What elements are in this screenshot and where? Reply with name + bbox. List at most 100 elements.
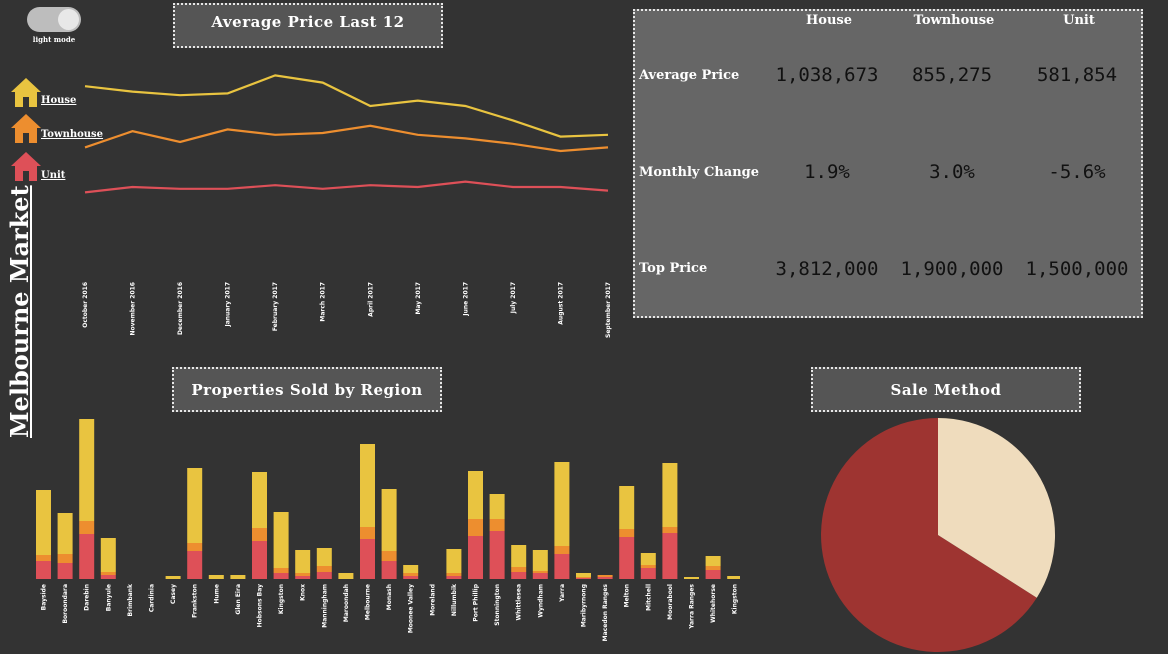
- bar-segment-unit: [273, 573, 289, 579]
- bar-segment-unit: [511, 572, 527, 579]
- cell-top-house: 3,812,000: [775, 258, 879, 280]
- bar-segment-house: [511, 545, 527, 567]
- bar-chart: Bayside Boroondara Darebin Banyule Brimbank C…: [36, 419, 740, 641]
- bar-x-tick-label: Hobsons Bay: [257, 584, 264, 628]
- row-header-monthly-change: Monthly Change: [639, 165, 760, 180]
- bar-segment-townhouse: [640, 565, 656, 568]
- bar-segment-townhouse: [79, 521, 95, 534]
- bar-segment-house: [36, 490, 51, 555]
- line-x-tick-label: May 2017: [415, 282, 422, 315]
- bar-x-tick-label: Brimbank: [127, 583, 134, 616]
- bar-segment-house: [57, 513, 73, 554]
- cell-top-unit: 1,500,000: [1025, 258, 1129, 280]
- bar-segment-house: [662, 463, 678, 527]
- bar-x-tick-label: Yarra Ranges: [689, 584, 696, 630]
- bar-x-tick-label: Manningham: [321, 584, 328, 628]
- bar-segment-townhouse: [468, 519, 483, 536]
- bar-segment-townhouse: [705, 566, 721, 570]
- bar-segment-unit: [597, 577, 613, 579]
- legend-house-label[interactable]: House: [41, 95, 77, 106]
- cell-average-unit: 581,854: [1036, 64, 1118, 86]
- bar-segment-house: [252, 472, 267, 528]
- bar-segment-house: [446, 549, 462, 573]
- bar-x-tick-label: Maroondah: [343, 584, 350, 622]
- cell-average-townhouse: 855,275: [911, 64, 993, 86]
- line-x-tick-label: February 2017: [272, 282, 279, 331]
- bar-x-tick-label: Casey: [170, 584, 177, 604]
- light-mode-toggle[interactable]: [27, 7, 81, 32]
- legend-unit-label[interactable]: Unit: [41, 170, 66, 181]
- legend-townhouse-label[interactable]: Townhouse: [41, 129, 104, 140]
- line-x-tick-label: November 2016: [130, 282, 137, 336]
- line-x-tick-label: October 2016: [82, 282, 89, 328]
- bar-segment-house: [316, 548, 332, 566]
- bar-segment-townhouse: [619, 529, 635, 537]
- bar-x-tick-label: Moonee Valley: [408, 584, 415, 633]
- bar-segment-unit: [295, 576, 311, 579]
- bar-segment-house: [468, 471, 483, 519]
- legend-townhouse-icon: [11, 114, 41, 143]
- bar-segment-unit: [532, 573, 548, 579]
- col-header-townhouse: Townhouse: [913, 13, 995, 28]
- bar-segment-house: [360, 444, 375, 527]
- bar-segment-townhouse: [662, 527, 678, 533]
- bar-segment-unit: [252, 541, 267, 579]
- bar-segment-townhouse: [489, 519, 505, 531]
- bar-segment-townhouse: [100, 572, 116, 575]
- bar-segment-house: [230, 575, 246, 579]
- line-chart: October 2016 November 2016 December 2016 Ja…: [82, 74, 612, 338]
- line-x-tick-label: July 2017: [510, 282, 517, 314]
- bar-segment-townhouse: [576, 577, 591, 578]
- cell-change-unit: -5.6%: [1048, 161, 1106, 183]
- bar-segment-townhouse: [295, 573, 311, 576]
- bar-segment-townhouse: [273, 568, 289, 573]
- bar-x-tick-label: Monash: [386, 584, 393, 610]
- legend-unit-icon: [11, 152, 41, 181]
- line-series-townhouse: [84, 124, 609, 153]
- line-x-tick-label: June 2017: [462, 282, 469, 317]
- toggle-knob: [58, 9, 79, 30]
- bar-x-tick-label: Yarra: [559, 584, 566, 603]
- bar-x-tick-label: Wyndham: [537, 584, 544, 618]
- bar-chart-title: Properties Sold by Region: [172, 367, 442, 412]
- bar-segment-townhouse: [597, 575, 613, 577]
- bar-segment-unit: [79, 534, 95, 579]
- line-x-tick-label: September 2017: [605, 282, 612, 338]
- bar-segment-unit: [403, 576, 419, 579]
- bar-x-tick-label: Boroondara: [62, 584, 69, 624]
- cell-average-house: 1,038,673: [775, 64, 879, 86]
- bar-x-tick-label: Mitchell: [645, 584, 652, 611]
- pie-slice: [938, 418, 1056, 598]
- bar-x-tick-label: Bayside: [41, 584, 48, 610]
- bar-segment-unit: [36, 561, 51, 579]
- line-x-tick-label: March 2017: [320, 282, 327, 322]
- row-header-top-price: Top Price: [639, 261, 708, 276]
- bar-segment-house: [684, 577, 699, 579]
- bar-x-tick-label: Melbourne: [365, 584, 372, 620]
- bar-segment-townhouse: [446, 573, 462, 576]
- toggle-label: light mode: [32, 35, 76, 44]
- bar-x-tick-label: Moreland: [429, 584, 436, 616]
- line-series-house: [84, 74, 609, 138]
- pie-chart: [821, 418, 1056, 652]
- bar-x-tick-label: Maribyrnong: [581, 584, 588, 627]
- bar-x-tick-label: Melton: [624, 584, 631, 607]
- row-header-average-price: Average Price: [639, 68, 740, 83]
- stats-table: House Townhouse Unit Average Price 1,038…: [633, 9, 1143, 318]
- line-x-tick-label: January 2017: [225, 282, 232, 328]
- bar-x-tick-label: Port Phillip: [473, 583, 480, 621]
- bar-x-tick-label: Nillumbik: [451, 583, 458, 616]
- bar-x-tick-label: Hume: [213, 584, 220, 604]
- bar-segment-house: [403, 565, 419, 573]
- bar-segment-unit: [187, 551, 203, 579]
- line-series-unit: [84, 180, 609, 194]
- bar-segment-townhouse: [403, 573, 419, 576]
- bar-segment-unit: [640, 568, 656, 579]
- legend-house-icon: [11, 78, 41, 107]
- line-x-tick-label: August 2017: [557, 282, 564, 325]
- col-header-unit: Unit: [1063, 13, 1095, 28]
- cell-top-townhouse: 1,900,000: [900, 258, 1004, 280]
- pie-chart-title: Sale Method: [811, 367, 1081, 412]
- bar-segment-house: [532, 550, 548, 571]
- bar-x-tick-label: Stonnington: [494, 584, 501, 626]
